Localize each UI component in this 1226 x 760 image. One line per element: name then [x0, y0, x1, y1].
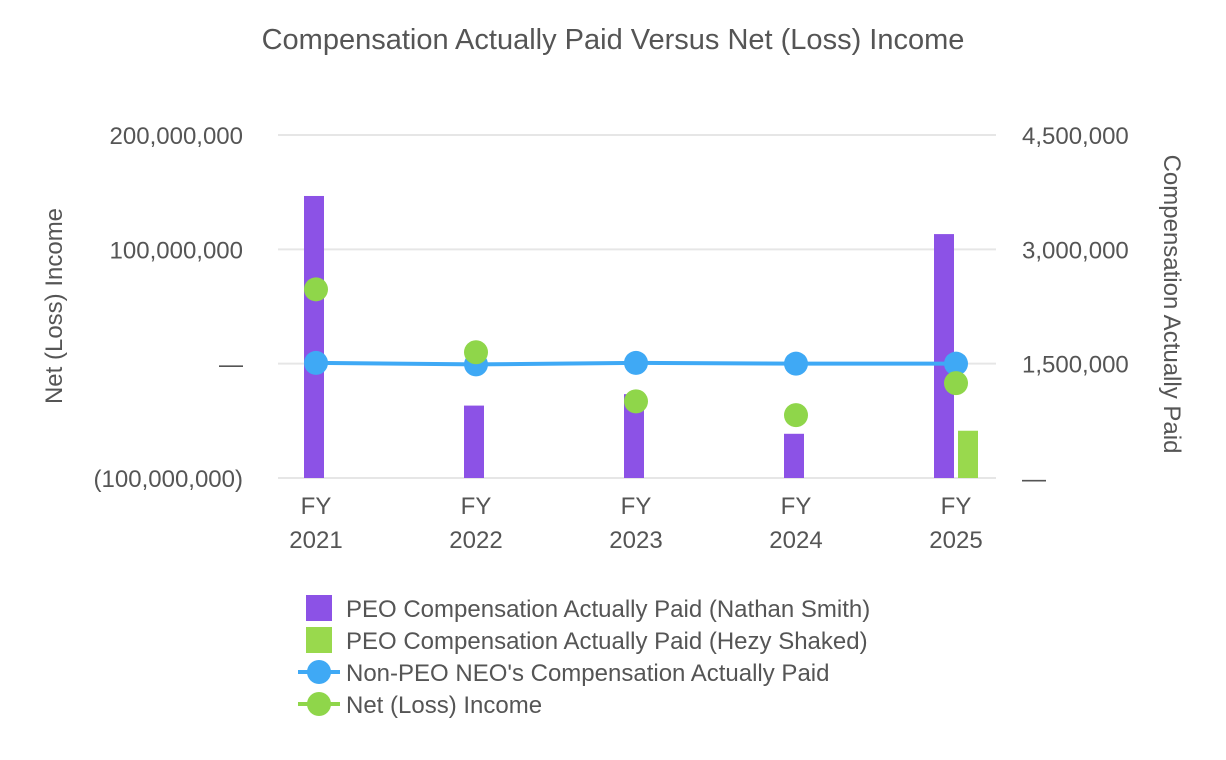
- bar: [958, 430, 978, 478]
- right-tick-label: 1,500,000: [1022, 352, 1129, 379]
- x-tick-label-line: 2025: [929, 527, 982, 554]
- x-tick-label-line: 2022: [449, 527, 502, 554]
- left-axis-title: Net (Loss) Income: [41, 208, 68, 404]
- x-tick-label-line: FY: [461, 493, 492, 520]
- left-tick-label: 100,000,000: [110, 237, 243, 264]
- x-tick-label-line: FY: [301, 493, 332, 520]
- x-tick-label-line: FY: [781, 493, 812, 520]
- line-layer: [304, 350, 968, 377]
- x-tick-label-line: 2024: [769, 527, 822, 554]
- left-tick-label: (100,000,000): [94, 466, 243, 493]
- legend: PEO Compensation Actually Paid (Nathan S…: [298, 595, 870, 719]
- chart-title: Compensation Actually Paid Versus Net (L…: [261, 24, 965, 56]
- x-tick-label: FY 2025: [929, 493, 982, 554]
- line-point: [784, 351, 808, 376]
- bar: [304, 195, 324, 478]
- scatter-point: [464, 340, 488, 365]
- right-axis-ticks: 4,500,000 3,000,000 1,500,000 —: [1022, 123, 1129, 493]
- x-tick-label: FY 2022: [449, 493, 502, 554]
- bar: [624, 394, 644, 478]
- bar: [784, 433, 804, 478]
- legend-label: PEO Compensation Actually Paid (Nathan S…: [346, 596, 870, 623]
- legend-swatch-marker: [307, 692, 331, 716]
- right-tick-label: —: [1022, 466, 1046, 493]
- x-tick-label-line: 2023: [609, 527, 662, 554]
- left-tick-label: 200,000,000: [110, 123, 243, 150]
- scatter-point: [304, 277, 328, 302]
- right-axis-title: Compensation Actually Paid: [1158, 155, 1185, 454]
- scatter-layer: [304, 277, 968, 428]
- scatter-point: [944, 371, 968, 396]
- bars-layer: [304, 195, 978, 478]
- scatter-point: [624, 389, 648, 414]
- legend-swatch: [306, 595, 332, 621]
- x-axis-ticks: FY 2021 FY 2022 FY 2023 FY 2024 FY 2025: [289, 493, 982, 554]
- x-tick-label: FY 2024: [769, 493, 822, 554]
- scatter-point: [784, 403, 808, 428]
- right-tick-label: 3,000,000: [1022, 237, 1129, 264]
- legend-swatch-marker: [307, 660, 331, 684]
- right-tick-label: 4,500,000: [1022, 123, 1129, 150]
- line-point: [624, 350, 648, 375]
- line-point: [944, 351, 968, 376]
- x-tick-label-line: 2021: [289, 527, 342, 554]
- line-point: [304, 350, 328, 375]
- left-axis-ticks: 200,000,000 100,000,000 — (100,000,000): [94, 123, 243, 493]
- x-tick-label: FY 2023: [609, 493, 662, 554]
- bar: [464, 405, 484, 478]
- legend-swatch: [306, 627, 332, 653]
- x-tick-label-line: FY: [621, 493, 652, 520]
- legend-label: Non-PEO NEO's Compensation Actually Paid: [346, 660, 829, 687]
- legend-label: Net (Loss) Income: [346, 692, 542, 719]
- x-tick-label: FY 2021: [289, 493, 342, 554]
- bar: [934, 234, 954, 478]
- x-tick-label-line: FY: [941, 493, 972, 520]
- legend-label: PEO Compensation Actually Paid (Hezy Sha…: [346, 628, 868, 655]
- left-tick-label: —: [219, 352, 243, 379]
